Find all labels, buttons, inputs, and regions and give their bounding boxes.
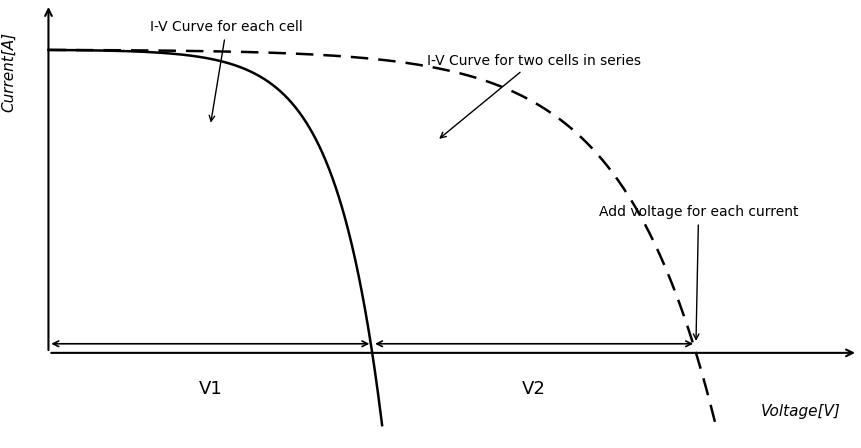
Text: I-V Curve for two cells in series: I-V Curve for two cells in series <box>426 54 641 138</box>
Text: V2: V2 <box>522 380 545 398</box>
Text: Add voltage for each current: Add voltage for each current <box>598 206 797 340</box>
Text: Voltage[V]: Voltage[V] <box>760 405 840 419</box>
Text: V1: V1 <box>198 380 222 398</box>
Text: I-V Curve for each cell: I-V Curve for each cell <box>150 21 302 121</box>
Text: Current[A]: Current[A] <box>1 32 16 112</box>
